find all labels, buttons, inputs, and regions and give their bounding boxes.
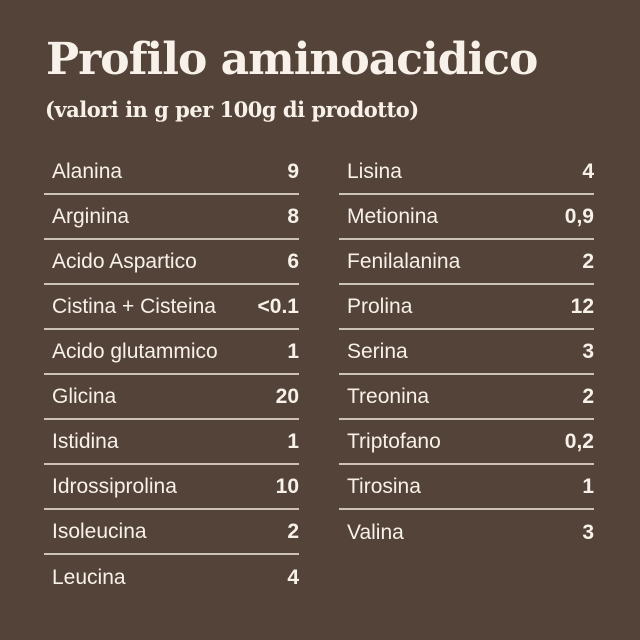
table-row: Idrossiprolina 10 <box>44 465 299 510</box>
amino-value: 2 <box>582 249 594 273</box>
table-row: Arginina 8 <box>44 195 299 240</box>
table-row: Valina 3 <box>339 510 594 555</box>
amino-value: 9 <box>287 159 299 183</box>
amino-name: Metionina <box>347 204 439 228</box>
amino-name: Triptofano <box>347 429 441 453</box>
amino-value: 10 <box>275 474 299 498</box>
amino-value: 4 <box>582 159 594 183</box>
table-row: Leucina 4 <box>44 555 299 600</box>
amino-value: 8 <box>287 204 299 228</box>
page-subtitle: (valori in g per 100g di prodotto) <box>45 97 419 122</box>
amino-name: Idrossiprolina <box>52 474 177 498</box>
table-row: Fenilalanina 2 <box>339 240 594 285</box>
amino-name: Valina <box>347 520 404 544</box>
table-row: Triptofano 0,2 <box>339 420 594 465</box>
page-title: Profilo aminoacidico <box>46 34 538 85</box>
amino-name: Treonina <box>347 384 430 408</box>
table-row: Isoleucina 2 <box>44 510 299 555</box>
amino-acid-table: Alanina 9 Arginina 8 Acido Aspartico 6 C… <box>44 150 594 600</box>
table-row: Tirosina 1 <box>339 465 594 510</box>
table-column-left: Alanina 9 Arginina 8 Acido Aspartico 6 C… <box>44 150 299 600</box>
table-row: Prolina 12 <box>339 285 594 330</box>
amino-value: 0,2 <box>564 429 594 453</box>
table-row: Metionina 0,9 <box>339 195 594 240</box>
table-row: Treonina 2 <box>339 375 594 420</box>
amino-name: Acido glutammico <box>52 339 218 363</box>
amino-name: Lisina <box>347 159 402 183</box>
amino-name: Prolina <box>347 294 413 318</box>
amino-value: 2 <box>287 519 299 543</box>
amino-value: 12 <box>570 294 594 318</box>
amino-value: 3 <box>582 339 594 363</box>
amino-value: 0,9 <box>564 204 594 228</box>
amino-name: Glicina <box>52 384 117 408</box>
table-row: Istidina 1 <box>44 420 299 465</box>
amino-value: 2 <box>582 384 594 408</box>
amino-value: 1 <box>287 339 299 363</box>
table-row: Lisina 4 <box>339 150 594 195</box>
amino-name: Fenilalanina <box>347 249 461 273</box>
amino-name: Isoleucina <box>52 519 147 543</box>
table-row: Glicina 20 <box>44 375 299 420</box>
table-row: Cistina + Cisteina <0.1 <box>44 285 299 330</box>
table-column-right: Lisina 4 Metionina 0,9 Fenilalanina 2 Pr… <box>339 150 594 600</box>
amino-name: Istidina <box>52 429 119 453</box>
table-row: Serina 3 <box>339 330 594 375</box>
amino-value: 20 <box>275 384 299 408</box>
amino-name: Arginina <box>52 204 130 228</box>
amino-name: Cistina + Cisteina <box>52 294 216 318</box>
amino-name: Serina <box>347 339 408 363</box>
amino-name: Acido Aspartico <box>52 249 197 273</box>
amino-value: <0.1 <box>257 294 299 318</box>
amino-name: Alanina <box>52 159 123 183</box>
amino-name: Leucina <box>52 565 126 589</box>
amino-value: 1 <box>287 429 299 453</box>
table-row: Acido glutammico 1 <box>44 330 299 375</box>
amino-name: Tirosina <box>347 474 421 498</box>
table-row: Acido Aspartico 6 <box>44 240 299 285</box>
amino-value: 3 <box>582 520 594 544</box>
amino-value: 4 <box>287 565 299 589</box>
amino-value: 1 <box>582 474 594 498</box>
amino-value: 6 <box>287 249 299 273</box>
table-row: Alanina 9 <box>44 150 299 195</box>
